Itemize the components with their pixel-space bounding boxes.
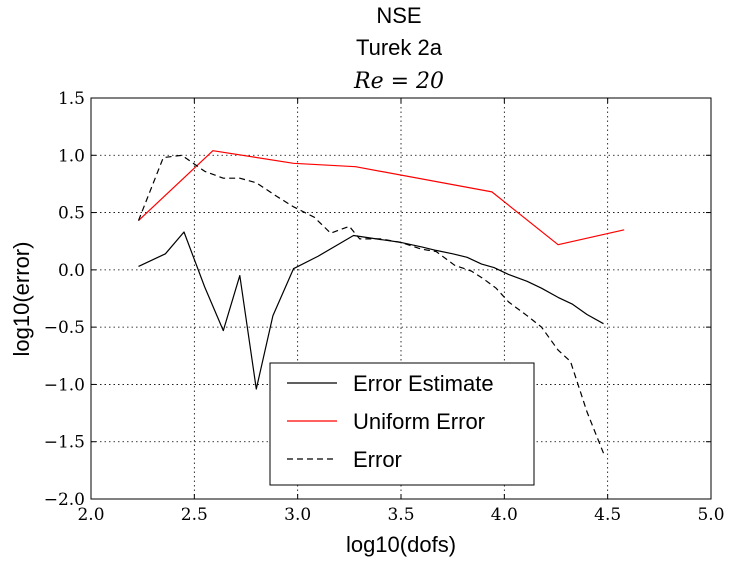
chart-subtitle: Turek 2a xyxy=(356,35,443,60)
x-tick-label: 2.5 xyxy=(181,505,208,525)
y-tick-label: −1.0 xyxy=(44,375,85,395)
legend-label-uniform-error: Uniform Error xyxy=(353,409,485,434)
x-tick-label: 3.0 xyxy=(284,505,311,525)
x-axis-label: log10(dofs) xyxy=(346,532,456,557)
y-tick-label: 1.5 xyxy=(58,89,85,109)
y-axis-label: log10(error) xyxy=(9,242,34,357)
x-tick-label: 4.5 xyxy=(594,505,621,525)
y-tick-label: 0.5 xyxy=(58,204,85,224)
chart-title: NSE xyxy=(376,3,421,28)
legend-label-error-estimate: Error Estimate xyxy=(353,371,494,396)
x-tick-label: 4.0 xyxy=(491,505,518,525)
series-layer xyxy=(137,150,625,454)
series-line-error xyxy=(137,154,605,454)
x-tick-label: 3.5 xyxy=(387,505,414,525)
y-tick-label: 1.0 xyxy=(58,146,85,166)
x-tick-label: 5.0 xyxy=(697,505,724,525)
x-tick-label: 2.0 xyxy=(77,505,104,525)
y-tick-label: 0.0 xyxy=(58,261,85,281)
y-tick-label: −2.0 xyxy=(44,490,85,510)
y-tick-label: −0.5 xyxy=(44,318,85,338)
y-tick-label: −1.5 xyxy=(44,433,85,453)
series-line-uniform-error xyxy=(138,150,625,246)
tick-layer: 2.0 2.5 3.0 3.5 4.0 4.5 5.0 1.5 1.0 0.5 0.0 −0.5 −1.… xyxy=(44,89,725,525)
series-line-error-estimate xyxy=(138,231,604,390)
chart-subtitle-reynolds: Re = 20 xyxy=(353,69,444,94)
legend-label-error: Error xyxy=(353,447,402,472)
legend: Error Estimate Uniform Error Error xyxy=(269,362,535,486)
